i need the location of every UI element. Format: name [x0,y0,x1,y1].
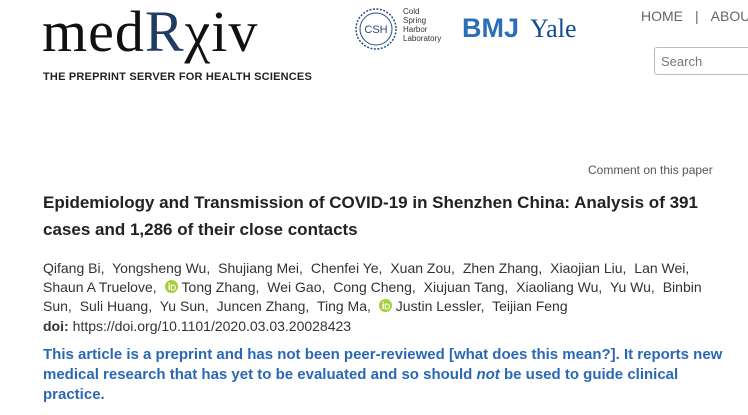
author-name[interactable]: Tong Zhang, [181,279,260,295]
orcid-glyph [168,285,170,290]
orcid-glyph [382,301,384,304]
author-name[interactable]: Chenfei Ye, [310,260,383,276]
notice-link[interactable]: [what does this mean?] [448,346,616,363]
author-name[interactable]: Xiaoliang Wu, [516,279,603,295]
comment-link[interactable]: Comment on this paper [588,163,713,177]
nav-item[interactable]: HOME [641,8,683,24]
orcid-icon[interactable] [164,280,178,293]
author-name[interactable]: Zhen Zhang, [462,260,543,276]
notice-text: be used to guide clinical practice. [43,366,679,403]
search-box[interactable]: Search [654,47,748,75]
author-name[interactable]: Lan Wei, [634,260,690,276]
author-name[interactable]: Justin Lessler, [395,298,485,314]
author-name[interactable]: Shujiang Mei, [218,260,303,276]
author-name[interactable]: Binbin Sun, [43,279,702,314]
nav-item[interactable]: ABOUT [710,8,748,24]
nav-separator: | [695,8,699,24]
author-name[interactable]: Juncen Zhang, [216,298,310,314]
csh-mark: CSH [364,24,387,36]
author-name[interactable]: Ting Ma, [316,298,371,314]
orcid-glyph [167,282,170,285]
csh-ring [355,8,397,50]
author-name[interactable]: Xiujuan Tang, [423,279,509,295]
preprint-notice: This article is a preprint and has not b… [43,345,733,405]
author-name[interactable]: Yu Wu, [609,279,655,295]
orcid-glyph [170,284,176,291]
author-name[interactable]: Cong Cheng, [333,279,416,295]
article-title: Epidemiology and Transmission of COVID-1… [43,193,698,239]
yale-logo[interactable]: Yale [530,14,577,43]
author-name[interactable]: Xiaojian Liu, [550,260,627,276]
csh-logo[interactable]: CSH [353,6,399,52]
author-list: Qifang Bi, Yongsheng Wu, Shujiang Mei, C… [43,259,713,316]
orcid-glyph [384,303,390,310]
doi-value[interactable]: https://doi.org/10.1101/2020.03.03.20028… [72,318,352,334]
author-name[interactable]: Yu Sun, [159,298,209,314]
csh-name-line: Laboratory [403,34,442,43]
author-name[interactable]: Wei Gao, [267,279,326,295]
csh-name-line: Cold [403,7,420,16]
csh-ring [359,12,393,46]
author-name[interactable]: Shaun A Truelove, [43,279,157,295]
tagline: THE PREPRINT SERVER FOR HEALTH SCIENCES [43,71,312,83]
author-name[interactable]: Qifang Bi, [43,260,105,276]
author-name[interactable]: Xuan Zou, [390,260,455,276]
author-name[interactable]: Teijian Feng [492,298,568,314]
csh-name-line: Harbor [403,25,428,34]
logo-text: χiv [184,0,259,64]
orcid-icon[interactable] [378,299,392,312]
notice-text: . It reports new medical research that h… [43,346,723,383]
nav: HOME | ABOUT [641,8,748,24]
csh-name-line: Spring [403,16,427,25]
logo-text: R [144,0,185,64]
doi: doi: https://doi.org/10.1101/2020.03.03.2… [43,318,351,334]
doi-label: doi: [43,318,69,334]
author-name[interactable]: Yongsheng Wu, [112,260,211,276]
logo-text: med [42,0,145,64]
logo[interactable]: medRχiv [42,0,258,65]
csh-name: Cold Spring Harbor Laboratory [403,7,441,43]
notice-emphasis: not [476,366,500,383]
author-name[interactable]: Suli Huang, [79,298,153,314]
bmj-logo[interactable]: BMJ [462,13,520,43]
orcid-glyph [382,304,384,309]
notice-text: This article is a preprint and has not b… [43,346,449,363]
